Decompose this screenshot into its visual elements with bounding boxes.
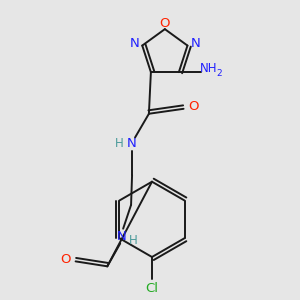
Text: Cl: Cl	[146, 282, 158, 295]
Text: N: N	[129, 37, 139, 50]
Text: NH: NH	[200, 62, 217, 75]
Text: N: N	[116, 230, 126, 243]
Text: O: O	[188, 100, 199, 113]
Text: N: N	[127, 137, 137, 150]
Text: O: O	[60, 253, 71, 266]
Text: N: N	[190, 37, 200, 50]
Text: 2: 2	[217, 69, 222, 78]
Text: O: O	[160, 17, 170, 30]
Text: H: H	[129, 234, 137, 247]
Text: H: H	[114, 137, 123, 150]
